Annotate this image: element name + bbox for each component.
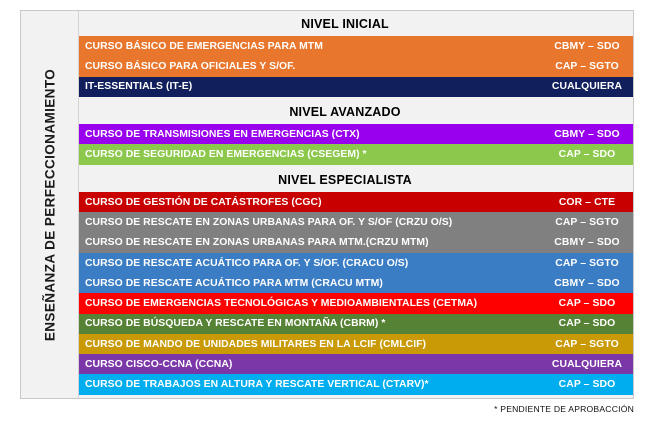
course-row[interactable]: CURSO DE RESCATE ACUÁTICO PARA OF. Y S/O… — [79, 252, 633, 274]
course-name-cell: CURSO DE EMERGENCIAS TECNOLÓGICAS Y MEDI… — [79, 293, 541, 314]
section-header-row: NIVEL INICIAL — [79, 12, 633, 36]
footnote-text: * PENDIENTE DE APROBACCIÓN — [494, 404, 634, 414]
course-rank-cell: CAP – SDO — [541, 144, 633, 165]
course-row[interactable]: CURSO DE TRANSMISIONES EN EMERGENCIAS (C… — [79, 124, 633, 145]
course-name-cell: CURSO CISCO-CCNA (CCNA) — [79, 354, 541, 375]
course-name-cell: CURSO BÁSICO PARA OFICIALES Y S/OF. — [79, 56, 541, 77]
course-row[interactable]: CURSO DE TRABAJOS EN ALTURA Y RESCATE VE… — [79, 374, 633, 395]
course-name-cell: CURSO DE BÚSQUEDA Y RESCATE EN MONTAÑA (… — [79, 313, 541, 334]
section-title: NIVEL ESPECIALISTA — [278, 173, 412, 188]
course-rank-cell: CUALQUIERA — [541, 76, 633, 97]
course-name-cell: CURSO DE TRABAJOS EN ALTURA Y RESCATE VE… — [79, 374, 541, 395]
course-name-cell: CURSO DE RESCATE EN ZONAS URBANAS PARA M… — [79, 232, 541, 253]
course-name-cell: IT-ESSENTIALS (IT-E) — [79, 76, 541, 97]
course-name-cell: CURSO DE RESCATE ACUÁTICO PARA MTM (CRAC… — [79, 273, 541, 294]
course-rank-cell: CAP – SDO — [541, 293, 633, 314]
course-rank-cell: CBMY – SDO — [541, 36, 633, 57]
course-rank-cell: CAP – SDO — [541, 374, 633, 395]
course-name-cell: CURSO DE TRANSMISIONES EN EMERGENCIAS (C… — [79, 124, 541, 145]
course-rank-cell: CAP – SGTO — [541, 56, 633, 77]
course-rank-cell: CAP – SGTO — [541, 333, 633, 355]
course-name-cell: CURSO DE GESTIÓN DE CATÁSTROFES (CGC) — [79, 192, 541, 213]
course-rank-cell: CBMY – SDO — [541, 124, 633, 145]
course-row[interactable]: CURSO CISCO-CCNA (CCNA) CUALQUIERA — [79, 354, 633, 375]
course-rank-cell: CBMY – SDO — [541, 232, 633, 253]
course-row[interactable]: CURSO DE BÚSQUEDA Y RESCATE EN MONTAÑA (… — [79, 313, 633, 334]
section-spacer — [79, 394, 633, 399]
section-title: NIVEL INICIAL — [301, 17, 389, 31]
course-name-cell: CURSO DE SEGURIDAD EN EMERGENCIAS (CSEGE… — [79, 144, 541, 165]
course-row[interactable]: CURSO DE RESCATE EN ZONAS URBANAS PARA O… — [79, 212, 633, 233]
course-row[interactable]: CURSO DE RESCATE ACUÁTICO PARA MTM (CRAC… — [79, 273, 633, 294]
course-row[interactable]: CURSO BÁSICO DE EMERGENCIAS PARA MTM CBMY… — [79, 36, 633, 57]
vertical-axis-label: ENSEÑANZA DE PERFECCIONAMIENTO — [21, 11, 79, 398]
course-rank-cell: CAP – SGTO — [541, 212, 633, 233]
course-row[interactable]: CURSO DE SEGURIDAD EN EMERGENCIAS (CSEGE… — [79, 144, 633, 165]
course-row[interactable]: CURSO DE EMERGENCIAS TECNOLÓGICAS Y MEDI… — [79, 293, 633, 314]
section-spacer — [79, 96, 633, 101]
course-rank-cell: CAP – SDO — [541, 313, 633, 334]
course-rank-cell: CBMY – SDO — [541, 273, 633, 294]
course-row[interactable]: IT-ESSENTIALS (IT-E) CUALQUIERA — [79, 76, 633, 97]
course-name-cell: CURSO DE RESCATE EN ZONAS URBANAS PARA O… — [79, 212, 541, 233]
course-rank-cell: CUALQUIERA — [541, 354, 633, 375]
course-rank-cell: COR – CTE — [541, 192, 633, 213]
course-name-cell: CURSO DE RESCATE ACUÁTICO PARA OF. Y S/O… — [79, 252, 541, 274]
course-row[interactable]: CURSO BÁSICO PARA OFICIALES Y S/OF. CAP –… — [79, 56, 633, 77]
section-header-row: NIVEL AVANZADO — [79, 100, 633, 125]
section-header-row: NIVEL ESPECIALISTA — [79, 168, 633, 193]
course-table: NIVEL INICIAL CURSO BÁSICO DE EMERGENCIAS… — [79, 11, 633, 399]
course-row[interactable]: CURSO DE MANDO DE UNIDADES MILITARES EN … — [79, 333, 633, 355]
course-name-cell: CURSO DE MANDO DE UNIDADES MILITARES EN … — [79, 333, 541, 355]
course-row[interactable]: CURSO DE RESCATE EN ZONAS URBANAS PARA M… — [79, 232, 633, 253]
vertical-axis-label-text: ENSEÑANZA DE PERFECCIONAMIENTO — [42, 68, 57, 341]
section-spacer — [79, 164, 633, 169]
section-title: NIVEL AVANZADO — [289, 105, 401, 120]
course-row[interactable]: CURSO DE GESTIÓN DE CATÁSTROFES (CGC) COR… — [79, 192, 633, 213]
course-name-cell: CURSO BÁSICO DE EMERGENCIAS PARA MTM — [79, 36, 541, 57]
course-rank-cell: CAP – SGTO — [541, 252, 633, 274]
chart-frame: ENSEÑANZA DE PERFECCIONAMIENTO NIVEL INI… — [20, 10, 634, 399]
